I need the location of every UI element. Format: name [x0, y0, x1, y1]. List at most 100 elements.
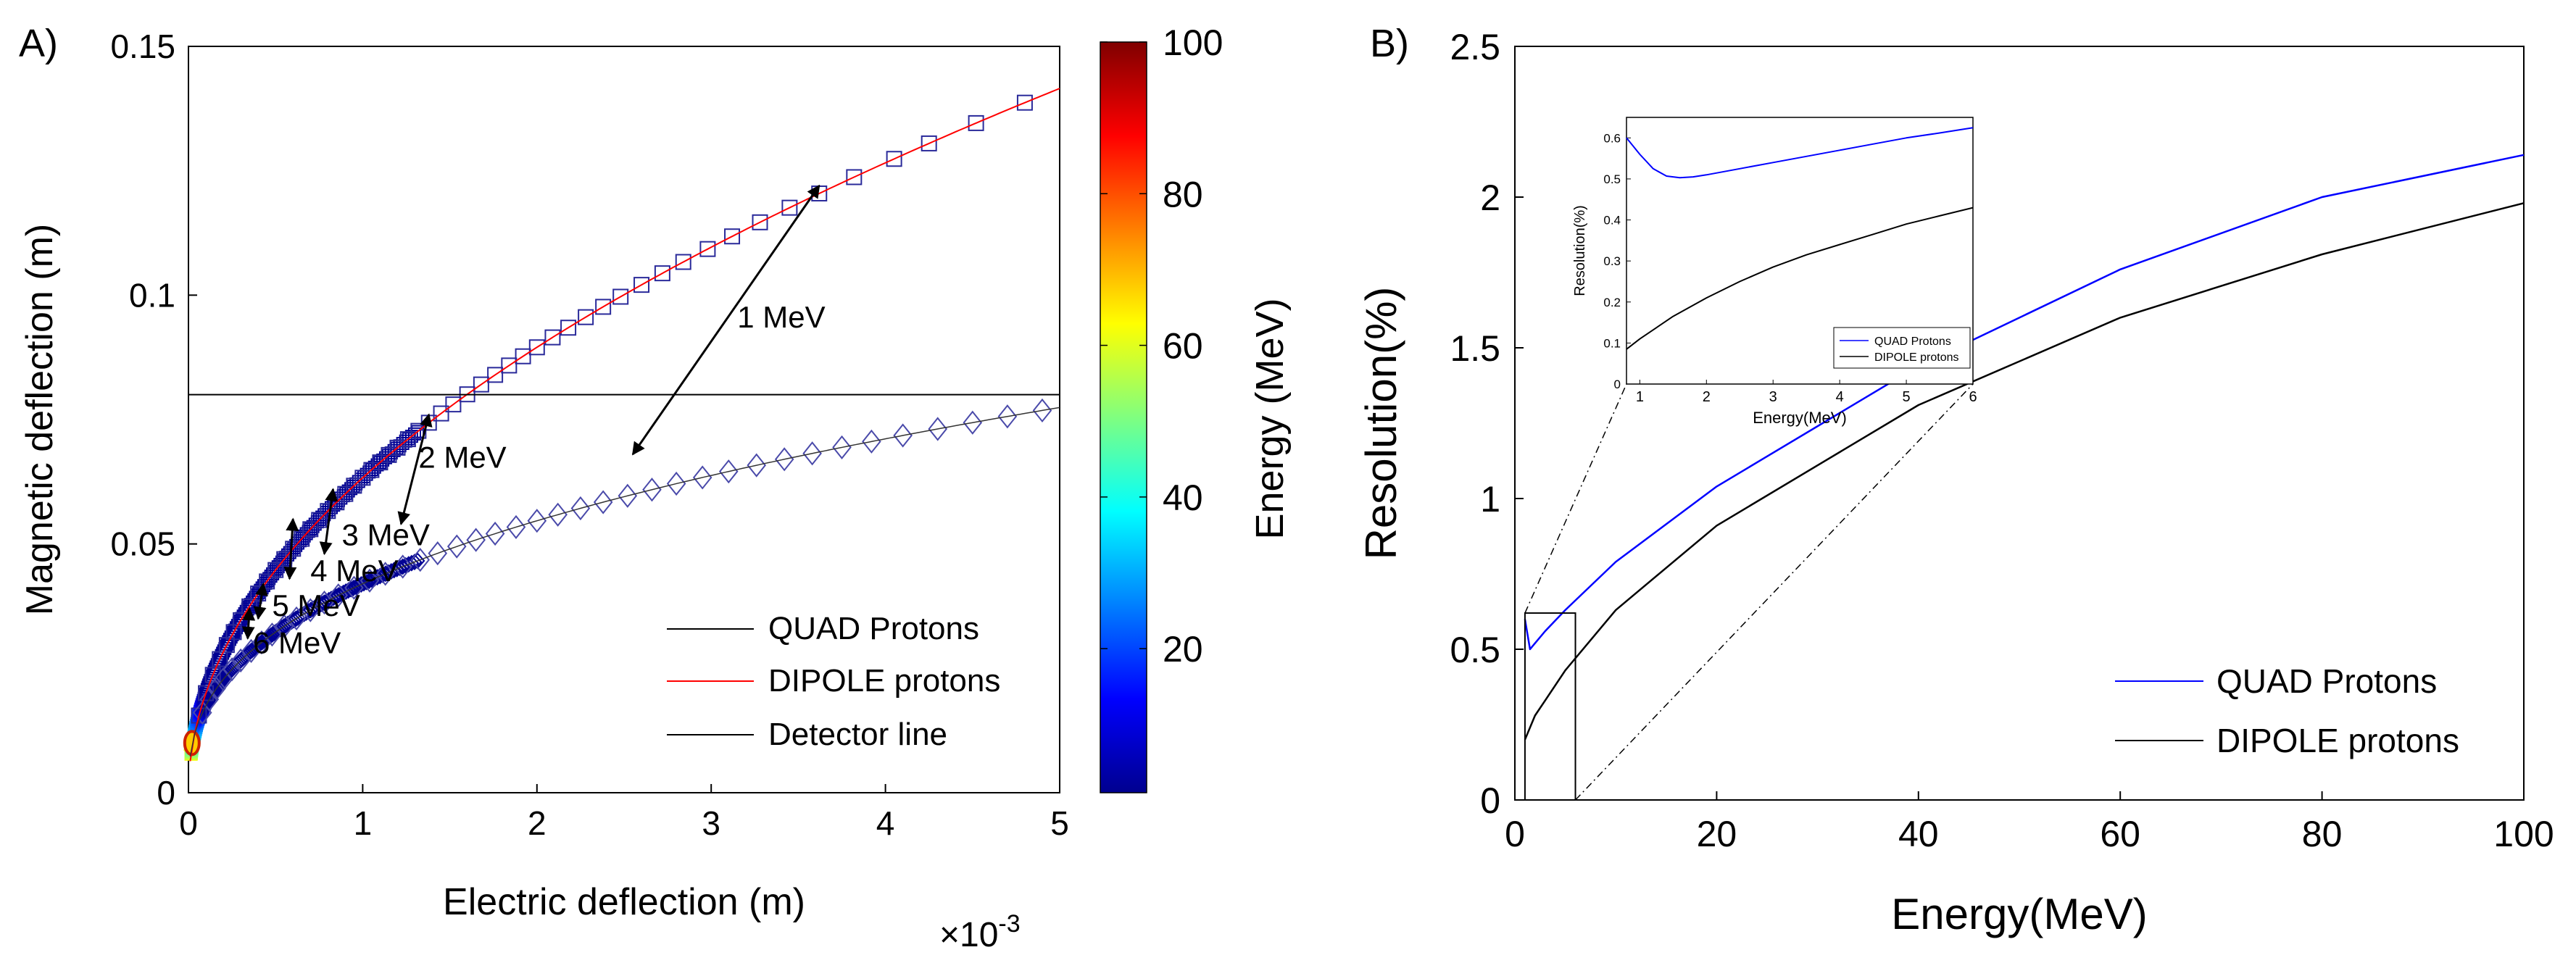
- energy-arrow: [631, 184, 820, 456]
- energy-arrow: [241, 607, 256, 640]
- quad-marker: [886, 151, 902, 167]
- b-xtick-label: 60: [2100, 814, 2140, 854]
- dipole-marker: [375, 562, 395, 586]
- a-ytick-label: 0.15: [110, 28, 175, 65]
- legend-b-dipole-label: DIPOLE protons: [2216, 722, 2459, 759]
- quad-marker: [921, 135, 937, 151]
- inset-legend-quad-label: QUAD Protons: [1874, 335, 1951, 348]
- dipole-marker: [222, 657, 242, 682]
- inset-ytick-label: 0.5: [1603, 172, 1621, 186]
- quad-marker: [578, 309, 594, 325]
- dipole-marker: [393, 554, 412, 579]
- panel-a-ylabel: Magnetic deflection (m): [19, 224, 61, 615]
- panel-b-y-ticks: 0 0.5 1 1.5 2 2.5: [1450, 27, 1524, 821]
- quad-marker: [473, 376, 489, 393]
- colorbar-label: Energy (MeV): [1248, 298, 1292, 539]
- dipole-marker: [618, 483, 638, 508]
- b-ytick-label: 2: [1480, 178, 1500, 218]
- dipole-marker: [360, 568, 380, 593]
- panel-a-xlabel: Electric deflection (m): [443, 881, 805, 923]
- legend-a-quad-label: QUAD Protons: [768, 611, 979, 646]
- dipole-marker: [428, 541, 448, 566]
- panel-b-label: B): [1370, 22, 1409, 65]
- dipole-marker: [692, 465, 712, 490]
- quad-line: [189, 407, 1060, 757]
- dipole-marker: [928, 417, 948, 441]
- panel-b-xlabel: Energy(MeV): [1891, 890, 2147, 938]
- dipole-marker: [774, 447, 794, 472]
- inset-xtick-label: 2: [1703, 389, 1711, 405]
- dipole-marker: [527, 509, 547, 533]
- inset-xtick-label: 1: [1636, 389, 1644, 405]
- a-xtick-label: 2: [528, 804, 547, 842]
- a-xtick-label: 5: [1050, 804, 1069, 842]
- dipole-marker: [199, 687, 220, 712]
- panel-b-lines: [1524, 154, 2525, 741]
- quad-marker: [515, 348, 531, 364]
- dipole-dense-marker: [389, 560, 404, 578]
- quad-marker: [1016, 94, 1033, 111]
- inset-xtick-label: 6: [1969, 389, 1977, 405]
- dipole-marker: [548, 502, 568, 527]
- colorbar-tick-label: 80: [1163, 174, 1203, 214]
- zoom-connector: [1524, 383, 1627, 614]
- dipole-marker: [344, 575, 364, 600]
- energy-arrow: [397, 413, 433, 525]
- dipole-marker: [485, 521, 505, 546]
- a-ytick-label: 0.1: [129, 276, 175, 314]
- dipole-dense-marker: [378, 565, 394, 583]
- b-xtick-label: 100: [2493, 814, 2554, 854]
- b-xtick-label: 40: [1898, 814, 1939, 854]
- zoom-connector: [1574, 383, 1974, 801]
- energy-annotation: 1 MeV: [737, 300, 825, 334]
- energy-annotation: 3 MeV: [342, 518, 430, 552]
- a-xtick-label: 0: [179, 804, 198, 842]
- panel-a-y-ticks: 0 0.05 0.1 0.15: [110, 28, 197, 812]
- energy-arrow: [283, 517, 299, 580]
- inset-lines: [1626, 127, 1974, 350]
- b-ytick-label: 1: [1480, 479, 1500, 520]
- colorbar-tick-label: 40: [1163, 478, 1203, 518]
- inset-xtick-label: 5: [1903, 389, 1911, 405]
- b-series-line: [1524, 154, 2525, 651]
- inset-ytick-label: 0.6: [1603, 131, 1621, 145]
- dipole-marker: [446, 534, 467, 559]
- dipole-dense-marker: [395, 558, 410, 575]
- quad-marker: [560, 320, 577, 336]
- inset-xtick-label: 4: [1836, 389, 1844, 405]
- zoom-rectangle: [1524, 612, 1576, 801]
- dipole-marker: [328, 583, 349, 608]
- energy-annotation: 2 MeV: [418, 441, 506, 475]
- colorbar-ticks: 20 40 60 80 100: [1100, 22, 1223, 670]
- legend-a-dipole-label: DIPOLE protons: [768, 663, 1000, 699]
- dipole-marker: [963, 410, 983, 435]
- energy-arrow: [319, 488, 338, 556]
- energy-annotation: 4 MeV: [310, 554, 398, 588]
- dipole-dense-marker: [407, 554, 423, 571]
- dipole-dense-marker: [398, 556, 414, 574]
- dipole-marker: [466, 528, 486, 552]
- quad-dense-marker: [304, 522, 317, 535]
- quad-marker: [487, 367, 504, 383]
- legend-a-detector-label: Detector line: [768, 717, 947, 752]
- panel-b-zoom-box: [1524, 383, 1974, 801]
- quad-marker: [267, 562, 284, 578]
- panel-a-legend: QUAD Protons DIPOLE protons Detector lin…: [667, 611, 1000, 752]
- colorbar-tick-label: 60: [1163, 326, 1203, 367]
- b-series-line: [1524, 202, 2525, 741]
- dipole-marker: [862, 429, 881, 454]
- quad-marker: [846, 169, 863, 185]
- panel-b-ylabel: Resolution(%): [1357, 287, 1405, 560]
- dipole-marker: [1032, 398, 1052, 423]
- panel-b: B) 00.511.522.5 0 20 40 60 80 100 Energy(MeV)…: [1357, 22, 2554, 938]
- inset: 0 0.1 0.2 0.3 0.4 0.5 0.6 1 2 3 4 5 6 Energy(MeV) R…: [1572, 117, 1977, 427]
- quad-marker: [302, 521, 319, 538]
- b-ytick-label: 1.5: [1450, 328, 1500, 369]
- panel-a-axes-box: [188, 46, 1060, 793]
- dipole-marker: [642, 478, 662, 502]
- dipole-marker: [666, 471, 686, 496]
- inset-y-ticks: 0 0.1 0.2 0.3 0.4 0.5 0.6: [1603, 131, 1631, 391]
- panel-b-legend: QUAD Protons DIPOLE protons: [2115, 662, 2459, 759]
- dipole-marker: [506, 514, 526, 540]
